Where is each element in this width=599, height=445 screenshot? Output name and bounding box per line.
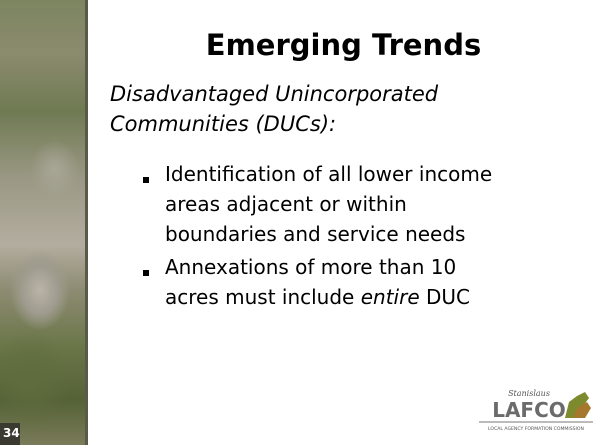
logo-top: Stanislaus (508, 389, 550, 398)
logo-name: LAFCO (492, 398, 566, 422)
bullet-dot (143, 270, 149, 276)
bullet-line: Annexations of more than 10 (165, 255, 456, 279)
logo-subtitle: LOCAL AGENCY FORMATION COMMISSION (488, 426, 584, 432)
slide-number: 34 (3, 426, 20, 440)
text: DUC (420, 285, 470, 309)
bullet-line: areas adjacent or within (165, 192, 407, 216)
bullet-line: Identification of all lower income (165, 162, 492, 186)
logo: Stanislaus LAFCO LOCAL AGENCY FORMATION … (477, 384, 595, 436)
slide: 34 Emerging Trends Disadvantaged Unincor… (0, 0, 599, 445)
divider (85, 0, 88, 445)
subtitle-line: Disadvantaged Unincorporated (110, 82, 438, 106)
emphasis: entire (361, 285, 420, 309)
bullet-line: boundaries and service needs (165, 222, 465, 246)
title: Emerging Trends (88, 28, 599, 62)
aerial-photo (0, 0, 85, 445)
text: acres must include (165, 285, 361, 309)
subtitle-line: Communities (DUCs): (110, 112, 336, 136)
bullet-dot (143, 177, 149, 183)
bullet-line: acres must include entire DUC (165, 285, 470, 309)
